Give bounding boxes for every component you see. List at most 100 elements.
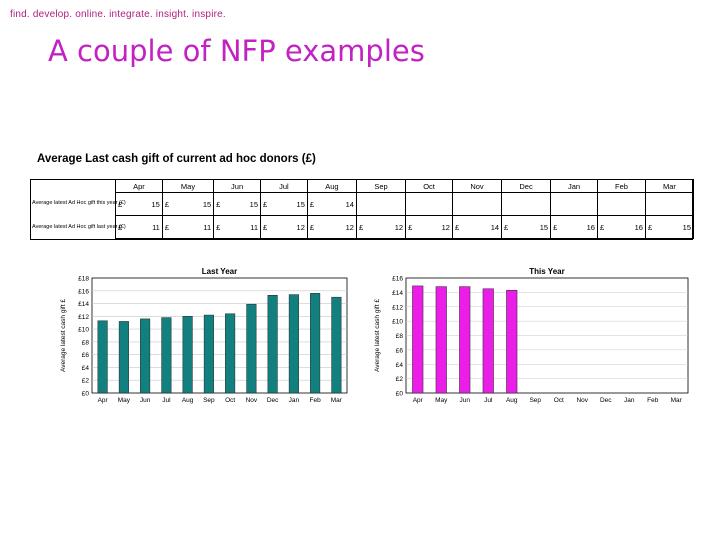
chart-this-year: This Year £0 £2 £4 £6 £8 £10 £12 £14 £16 Average l… [374,267,689,404]
bar-aug [506,289,518,394]
x-tick-label: Dec [600,397,612,404]
table-header-mar: Mar [644,179,695,193]
table-header-nov: Nov [451,179,503,193]
table-header-sep: Sep [355,179,407,193]
cell-value: 15 [151,199,160,209]
bar-dec [267,295,278,394]
y-tick-label: £4 [82,365,90,372]
currency-symbol: £ [216,199,221,209]
y-tick-label: £18 [78,276,89,283]
table-cell: £11 [161,215,215,239]
bar-nov [246,303,257,394]
currency-symbol: £ [164,199,170,209]
cell-value: 15 [202,199,212,209]
bar-oct [225,313,236,394]
table-cell: £15 [115,192,163,216]
x-tick-label: Oct [554,397,564,404]
table-cell [355,192,407,216]
currency-symbol: £ [454,222,460,232]
x-tick-label: Feb [310,397,322,404]
cell-value: 12 [441,222,450,232]
x-tick-label: Dec [267,397,279,404]
x-tick-label: Nov [246,397,258,404]
table-cell: £16 [596,215,646,239]
currency-symbol: £ [553,222,558,232]
page-title: A couple of NFP examples [48,34,425,68]
x-tick-label: Jul [162,397,171,404]
x-tick-label: Aug [182,397,194,404]
currency-symbol: £ [309,199,315,209]
row-label-this-year: Average latest Ad Hoc gift this year (£) [32,200,126,206]
table-cell [596,192,646,216]
cell-value: 15 [682,222,691,232]
currency-symbol: £ [309,222,315,232]
x-tick-label: Apr [98,397,109,404]
x-tick-label: Mar [331,397,343,404]
cell-value: 15 [539,222,549,232]
bar-jul [482,288,494,394]
table-header-row: Apr May Jun Jul Aug Sep Oct Nov Dec Jan Feb Mar [115,179,695,193]
bar-may [118,321,129,394]
y-tick-label: £14 [392,290,403,297]
table-row: £15 £15 £15 £15 £14 [115,192,695,216]
table-header-jul: Jul [260,179,308,193]
table-cell [644,192,695,216]
y-tick-label: £8 [82,339,90,346]
bar-jun [140,318,151,394]
currency-symbol: £ [358,222,364,232]
x-tick-label: Feb [647,397,659,404]
cell-value: 11 [152,222,160,232]
currency-symbol: £ [263,199,268,209]
table-cell: £16 [550,215,598,239]
cell-value: 15 [249,199,259,209]
y-tick-label: £2 [396,376,404,383]
table-header-jun: Jun [213,179,262,193]
y-axis-label: Average latest cash gift £ [374,299,381,372]
y-tick-label: £4 [396,362,404,369]
x-tick-label: Jun [140,397,151,404]
table-cell: £15 [644,215,695,239]
x-tick-label: Jan [624,397,635,404]
x-tick-label: Jul [484,397,493,404]
currency-symbol: £ [647,222,653,232]
y-tick-label: £12 [78,314,89,321]
x-tick-label: May [118,397,131,404]
cell-value: 14 [490,222,500,232]
table-divider [115,179,116,240]
table-cell: £15 [260,192,308,216]
cell-value: 12 [296,222,305,232]
cell-value: 11 [250,222,259,232]
table-cell [501,192,552,216]
bar-jul [161,317,172,394]
currency-symbol: £ [164,222,170,232]
table-cell: £11 [115,215,163,239]
cell-value: 11 [203,222,212,232]
y-axis-label: Average latest cash gift £ [60,299,67,372]
x-tick-label: Jun [460,397,471,404]
x-tick-label: May [435,397,448,404]
bar-aug [182,316,193,394]
table-cell: £15 [161,192,215,216]
y-tick-label: £6 [396,347,404,354]
table-cell: £12 [260,215,308,239]
y-tick-label: £0 [82,391,90,398]
x-tick-label: Sep [529,397,541,404]
currency-symbol: £ [263,222,268,232]
plot-area [91,277,348,394]
currency-symbol: £ [408,222,413,232]
x-tick-label: Nov [576,397,588,404]
chart-title: This Year [529,267,564,276]
table-cell: £14 [306,192,357,216]
x-tick-label: Jan [289,397,300,404]
data-table: Apr May Jun Jul Aug Sep Oct Nov Dec Jan Feb Mar £15… [115,179,695,239]
table-header-jan: Jan [550,179,598,193]
table-row: £11 £11 £11 £12 £12 £12 £12 £14 £15 £16 £16 £15 [115,215,695,239]
table-cell [550,192,598,216]
bar-feb [310,293,321,394]
currency-symbol: £ [599,222,605,232]
x-tick-label: Aug [506,397,518,404]
chart-last-year: Last Year £0 £2 £4 £6 £8 £10 £12 £14 £16 £18 Averag… [60,267,348,404]
bar-sep [203,314,214,394]
y-tick-label: £16 [392,276,403,283]
y-tick-label: £14 [78,301,89,308]
